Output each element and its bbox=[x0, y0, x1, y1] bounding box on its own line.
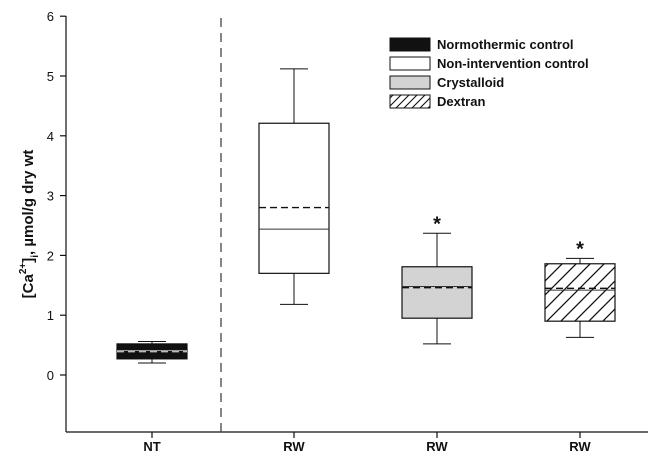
y-tick-label: 6 bbox=[47, 9, 54, 24]
boxes: ** bbox=[116, 68, 616, 364]
legend-label: Normothermic control bbox=[437, 37, 574, 52]
box-body bbox=[258, 122, 330, 274]
legend-swatch-crystalloid bbox=[389, 75, 431, 90]
significance-marker: * bbox=[576, 238, 584, 260]
y-tick-label: 5 bbox=[47, 69, 54, 84]
legend-swatch-dextran bbox=[389, 94, 431, 109]
y-tick-label: 2 bbox=[47, 248, 54, 263]
y-tick-label: 1 bbox=[47, 308, 54, 323]
y-tick-label: 0 bbox=[47, 368, 54, 383]
x-tick-label: RW bbox=[569, 439, 591, 454]
x-tick-label: NT bbox=[143, 439, 160, 454]
y-tick-label: 4 bbox=[47, 129, 54, 144]
legend-swatch-normothermic bbox=[389, 37, 431, 52]
legend-label: Crystalloid bbox=[437, 75, 504, 90]
box-crystalloid: * bbox=[401, 213, 473, 345]
legend-label: Non-intervention control bbox=[437, 56, 589, 71]
box-dextran: * bbox=[544, 238, 616, 338]
y-tick-label: 3 bbox=[47, 189, 54, 204]
legend-label: Dextran bbox=[437, 94, 485, 109]
y-axis-title: [Ca2+]i, µmol/g dry wt bbox=[18, 150, 41, 299]
legend-swatch-non-intervention bbox=[389, 56, 431, 71]
box-body bbox=[401, 266, 473, 319]
x-tick-label: RW bbox=[426, 439, 448, 454]
box-non-intervention-control bbox=[258, 68, 330, 305]
x-tick-label: RW bbox=[283, 439, 305, 454]
y-axis-ticks: 0 1 2 3 4 5 6 bbox=[47, 9, 66, 383]
box-normothermic-control bbox=[116, 341, 188, 364]
significance-marker: * bbox=[433, 213, 441, 235]
legend: Normothermic control Non-intervention co… bbox=[389, 37, 589, 109]
x-axis-ticks: NT RW RW RW bbox=[143, 432, 591, 454]
box-body bbox=[544, 263, 616, 322]
